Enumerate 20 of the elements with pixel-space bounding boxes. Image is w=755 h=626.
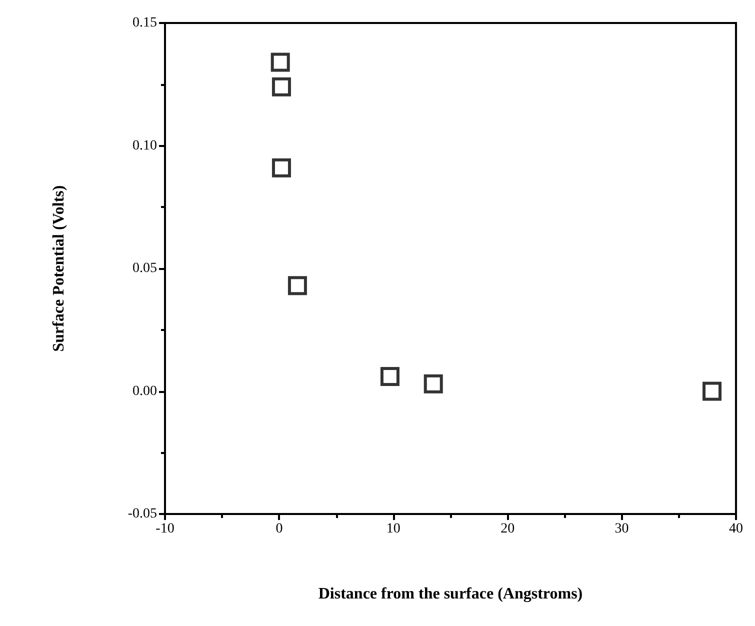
y-axis-title: Surface Potential (Volts) — [50, 185, 68, 352]
y-tick-label: 0.00 — [132, 384, 157, 399]
point — [272, 77, 291, 96]
y-tick-label: 0.05 — [132, 261, 157, 276]
y-tick-label: 0.10 — [132, 138, 157, 154]
point — [272, 158, 291, 178]
x-tick-label: 40 — [729, 522, 743, 536]
x-tick-label: -10 — [156, 522, 174, 536]
point — [424, 374, 443, 394]
x-tick-label: 30 — [614, 522, 629, 536]
point — [288, 276, 307, 296]
point — [380, 367, 400, 386]
y-tick-label: 0.15 — [132, 16, 157, 30]
x-tick-label: 0 — [276, 522, 283, 536]
x-tick-label: 10 — [386, 522, 400, 536]
x-axis-title: Distance from the surface (Angstroms) — [318, 586, 583, 602]
point — [270, 52, 290, 72]
y-tick-label: -0.05 — [128, 506, 157, 522]
x-tick-label: 20 — [500, 522, 515, 536]
point — [702, 382, 722, 401]
